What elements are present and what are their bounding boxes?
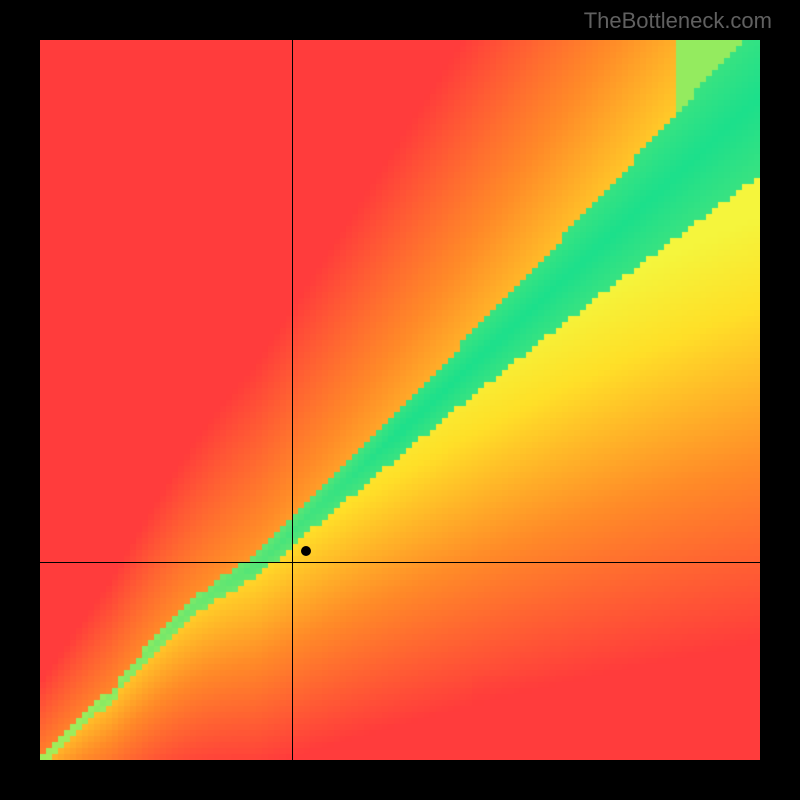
watermark-text: TheBottleneck.com [584, 8, 772, 34]
heatmap-canvas [40, 40, 760, 760]
crosshair-horizontal [40, 562, 760, 563]
heatmap-chart [40, 40, 760, 760]
crosshair-vertical [292, 40, 293, 760]
data-point-marker [301, 546, 311, 556]
